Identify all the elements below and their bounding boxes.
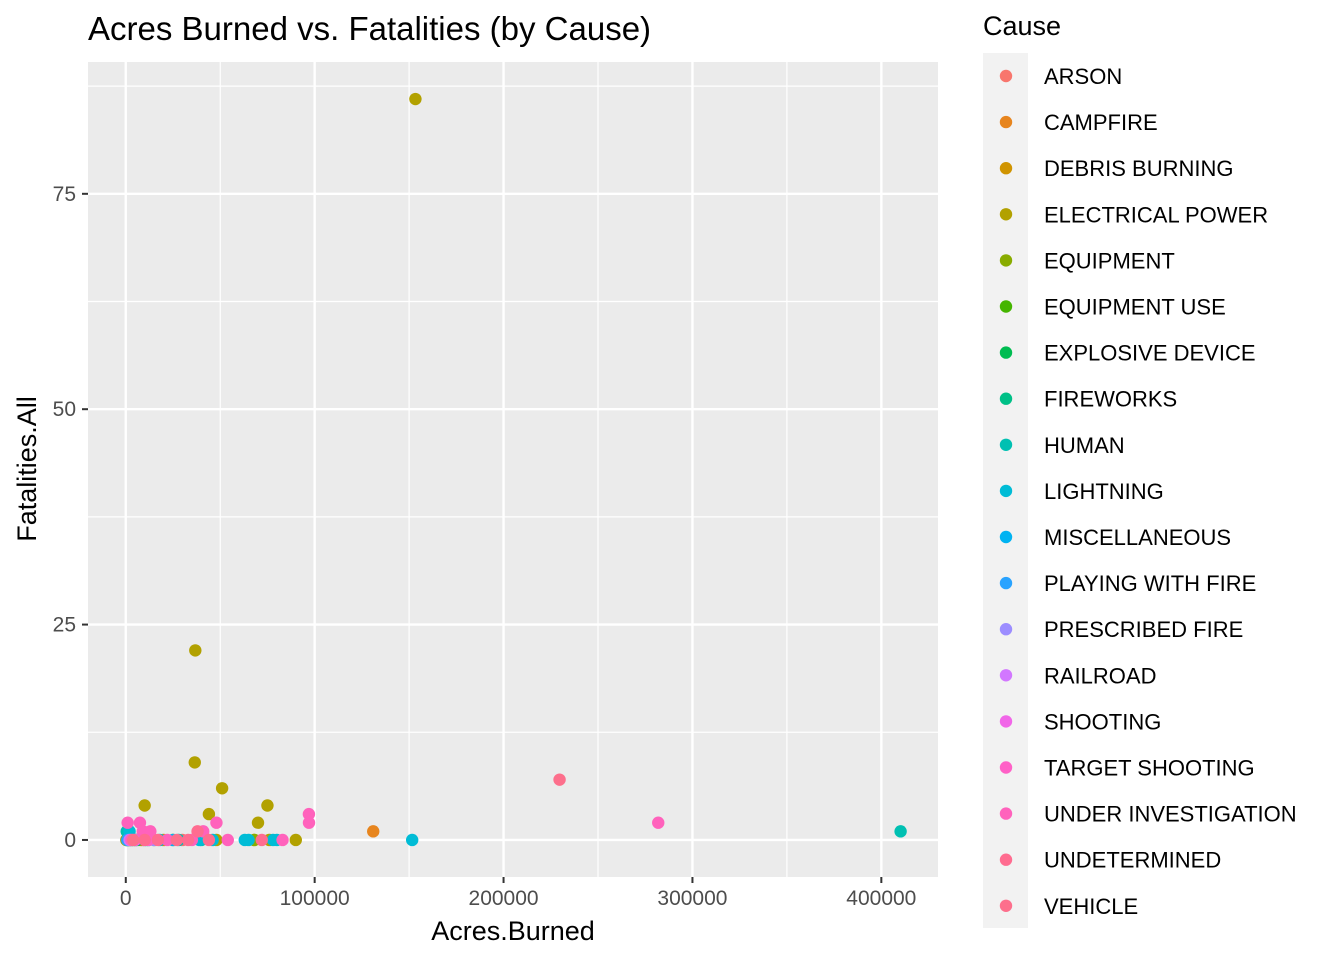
legend-label: PRESCRIBED FIRE [1044, 617, 1243, 642]
data-point [289, 833, 302, 847]
y-axis-title: Fatalities.All [12, 396, 42, 542]
x-tick-label: 100000 [280, 887, 350, 910]
legend-key [999, 346, 1013, 359]
legend-label: UNDETERMINED [1044, 848, 1221, 873]
legend-key [999, 576, 1013, 590]
legend-key [999, 69, 1013, 83]
legend-key [999, 438, 1013, 451]
legend-key [999, 300, 1013, 313]
legend-key [999, 484, 1013, 498]
data-point [409, 92, 422, 106]
y-tick-label: 0 [64, 829, 76, 852]
legend-label: LIGHTNING [1044, 479, 1164, 504]
x-axis-ticks: 0 100000 200000 300000 400000 [120, 877, 916, 910]
y-tick-label: 75 [53, 183, 76, 206]
x-tick-label: 0 [120, 887, 132, 910]
data-point [181, 833, 195, 847]
data-point [261, 799, 274, 812]
legend-label: UNDER INVESTIGATION [1044, 802, 1297, 827]
legend: ARSON CAMPFIRE DEBRIS BURNING ELECTRICAL PO… [999, 64, 1297, 919]
legend-key [999, 530, 1013, 544]
x-tick-label: 300000 [657, 887, 727, 910]
legend-label: SHOOTING [1044, 709, 1161, 734]
legend-label: EQUIPMENT [1044, 248, 1175, 273]
data-point [138, 799, 151, 812]
plot-panel [88, 62, 938, 877]
legend-label: EQUIPMENT USE [1044, 295, 1226, 320]
data-point [276, 833, 289, 847]
legend-key [999, 208, 1013, 221]
data-point [202, 833, 216, 847]
data-point [553, 773, 566, 786]
data-point [251, 816, 265, 829]
y-tick-label: 25 [53, 614, 76, 637]
x-tick-label: 200000 [469, 887, 539, 910]
data-point [242, 833, 255, 847]
legend-label: ELECTRICAL POWER [1044, 202, 1268, 227]
data-point [210, 816, 223, 829]
legend-key [999, 392, 1013, 405]
data-point [170, 833, 183, 847]
data-point [652, 816, 665, 829]
legend-key [999, 162, 1013, 175]
legend-label: CAMPFIRE [1044, 110, 1158, 135]
legend-label: TARGET SHOOTING [1044, 756, 1255, 781]
legend-label: ARSON [1044, 64, 1122, 89]
chart-title: Acres Burned vs. Fatalities (by Cause) [88, 10, 651, 47]
legend-key [999, 623, 1013, 636]
data-point [302, 816, 316, 829]
x-tick-label: 400000 [846, 887, 916, 910]
data-point [127, 833, 140, 847]
legend-key [999, 115, 1013, 129]
y-tick-label: 50 [53, 398, 76, 421]
data-point [894, 825, 907, 838]
legend-label: PLAYING WITH FIRE [1044, 571, 1256, 596]
data-point [191, 825, 204, 838]
x-axis-title: Acres.Burned [431, 916, 595, 946]
legend-key [999, 899, 1013, 912]
legend-label: VEHICLE [1044, 894, 1138, 919]
data-point [255, 833, 268, 847]
data-point [138, 833, 151, 847]
data-points [120, 92, 907, 847]
data-point [189, 644, 202, 657]
legend-label: RAILROAD [1044, 663, 1156, 688]
legend-key [999, 715, 1013, 728]
y-axis-ticks: 0 25 50 75 [53, 183, 88, 852]
legend-title: Cause [983, 11, 1061, 41]
data-point [215, 782, 229, 795]
legend-key [999, 807, 1013, 820]
data-point [405, 833, 419, 847]
data-point [367, 825, 380, 838]
data-point [161, 833, 174, 847]
minor-gridlines [88, 62, 938, 877]
legend-label: EXPLOSIVE DEVICE [1044, 341, 1256, 366]
legend-label: FIREWORKS [1044, 387, 1177, 412]
data-point [121, 816, 134, 829]
legend-key [999, 669, 1013, 682]
legend-key [999, 254, 1013, 267]
data-point [151, 833, 165, 847]
legend-key [999, 853, 1013, 866]
legend-label: MISCELLANEOUS [1044, 525, 1231, 550]
legend-key [999, 761, 1013, 774]
data-point [302, 807, 316, 821]
legend-label: HUMAN [1044, 433, 1125, 458]
legend-label: DEBRIS BURNING [1044, 156, 1233, 181]
data-point [202, 807, 216, 821]
data-point [221, 833, 234, 847]
data-point [188, 756, 201, 769]
